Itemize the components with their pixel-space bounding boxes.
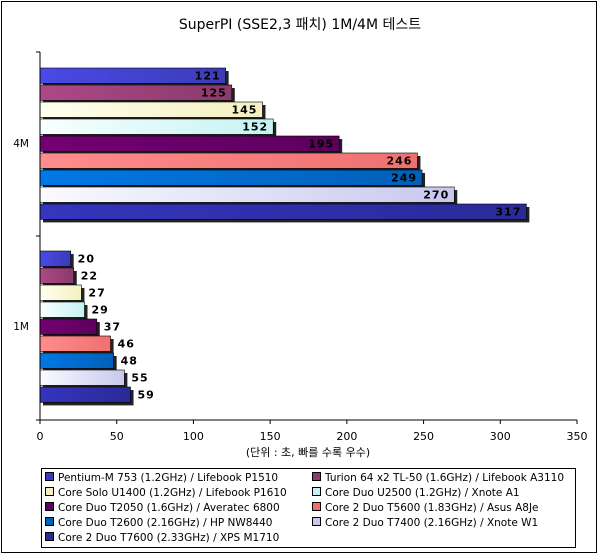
bar-1m-4 bbox=[39, 318, 98, 335]
x-axis-label: (단위 : 초, 빠를 수록 우수) bbox=[246, 446, 370, 459]
data-label: 29 bbox=[91, 304, 108, 317]
bar-1m-8 bbox=[39, 386, 131, 403]
legend-label: Core 2 Duo T7400 (2.16GHz) / Xnote W1 bbox=[325, 517, 539, 529]
bar-4m-7 bbox=[39, 186, 455, 203]
bar-4m-2 bbox=[39, 101, 263, 118]
data-label: 20 bbox=[78, 253, 95, 266]
legend-swatch bbox=[312, 472, 321, 481]
bar-chart: 121 125 145 152 195 246 249 270 317 20 22 27 29 37 46 4… bbox=[13, 51, 588, 459]
legend-item: Core Solo U1400 (1.2GHz) / Lifebook P161… bbox=[45, 487, 287, 500]
data-label: 246 bbox=[386, 155, 412, 168]
data-label: 145 bbox=[232, 104, 258, 117]
bar-1m-3 bbox=[39, 301, 85, 318]
bar-4m-8 bbox=[39, 203, 527, 220]
data-label: 59 bbox=[138, 389, 155, 402]
data-label: 22 bbox=[81, 270, 98, 283]
legend-label: Core Duo T2600 (2.16GHz) / HP NW8440 bbox=[58, 517, 273, 529]
category-label: 1M bbox=[13, 321, 29, 333]
data-label: 55 bbox=[131, 372, 148, 385]
legend-label: Core Solo U1400 (1.2GHz) / Lifebook P161… bbox=[58, 487, 287, 499]
x-tick-label: 200 bbox=[336, 430, 357, 443]
legend-swatch bbox=[45, 472, 54, 481]
legend-swatch bbox=[45, 487, 54, 496]
legend-item: Turion 64 x2 TL-50 (1.6GHz) / Lifebook A… bbox=[312, 472, 564, 485]
data-label: 37 bbox=[104, 321, 121, 334]
legend-swatch bbox=[312, 487, 321, 496]
legend-swatch bbox=[312, 502, 321, 511]
bar-4m-4 bbox=[39, 135, 340, 152]
legend-label: Pentium-M 753 (1.2GHz) / Lifebook P1510 bbox=[58, 472, 279, 484]
x-tick-label: 50 bbox=[110, 430, 124, 443]
legend-label: Core 2 Duo T7600 (2.33GHz) / XPS M1710 bbox=[58, 532, 280, 544]
data-label: 121 bbox=[195, 70, 221, 83]
legend-swatch bbox=[45, 517, 54, 526]
data-label: 317 bbox=[495, 206, 521, 219]
x-tick-label: 250 bbox=[413, 430, 434, 443]
legend-item: Pentium-M 753 (1.2GHz) / Lifebook P1510 bbox=[45, 472, 278, 485]
bar-1m-1 bbox=[39, 267, 75, 284]
bar-1m-7 bbox=[39, 369, 125, 386]
legend-item: Core Duo U2500 (1.2GHz) / Xnote A1 bbox=[312, 487, 520, 500]
x-tick-label: 0 bbox=[37, 430, 44, 443]
legend-label: Core Duo T2050 (1.6GHz) / Averatec 6800 bbox=[58, 502, 280, 514]
bar-1m-6 bbox=[39, 352, 114, 369]
legend-item: Core 2 Duo T5600 (1.83GHz) / Asus A8Je bbox=[312, 502, 539, 515]
x-tick-label: 300 bbox=[490, 430, 511, 443]
chart-title: SuperPI (SSE2,3 패치) 1M/4M 테스트 bbox=[178, 17, 422, 33]
data-label: 195 bbox=[308, 138, 334, 151]
category-label: 4M bbox=[13, 138, 29, 150]
legend-item: Core Duo T2600 (2.16GHz) / HP NW8440 bbox=[45, 517, 272, 530]
bar-1m-0 bbox=[39, 250, 71, 267]
legend-label: Turion 64 x2 TL-50 (1.6GHz) / Lifebook A… bbox=[325, 472, 565, 484]
data-label: 249 bbox=[391, 172, 417, 185]
legend-item: Core 2 Duo T7400 (2.16GHz) / Xnote W1 bbox=[312, 517, 538, 530]
legend: Pentium-M 753 (1.2GHz) / Lifebook P1510 T… bbox=[41, 468, 576, 548]
legend-item: Core Duo T2050 (1.6GHz) / Averatec 6800 bbox=[45, 502, 280, 515]
bar-4m-5 bbox=[39, 152, 418, 169]
bar-4m-3 bbox=[39, 118, 274, 135]
x-tick-label: 150 bbox=[260, 430, 281, 443]
data-label: 27 bbox=[88, 287, 105, 300]
legend-label: Core 2 Duo T5600 (1.83GHz) / Asus A8Je bbox=[325, 502, 539, 514]
bar-1m-5 bbox=[39, 335, 111, 352]
data-label: 46 bbox=[118, 338, 135, 351]
legend-label: Core Duo U2500 (1.2GHz) / Xnote A1 bbox=[325, 487, 520, 499]
x-tick-label: 350 bbox=[567, 430, 588, 443]
data-label: 270 bbox=[423, 189, 449, 202]
data-label: 48 bbox=[121, 355, 138, 368]
data-label: 152 bbox=[242, 121, 268, 134]
bar-1m-2 bbox=[39, 284, 82, 301]
legend-swatch bbox=[45, 502, 54, 511]
legend-swatch bbox=[312, 517, 321, 526]
bar-4m-6 bbox=[39, 169, 423, 186]
legend-swatch bbox=[45, 532, 54, 541]
legend-item: Core 2 Duo T7600 (2.33GHz) / XPS M1710 bbox=[45, 532, 279, 545]
x-tick-label: 100 bbox=[183, 430, 204, 443]
data-label: 125 bbox=[201, 87, 227, 100]
